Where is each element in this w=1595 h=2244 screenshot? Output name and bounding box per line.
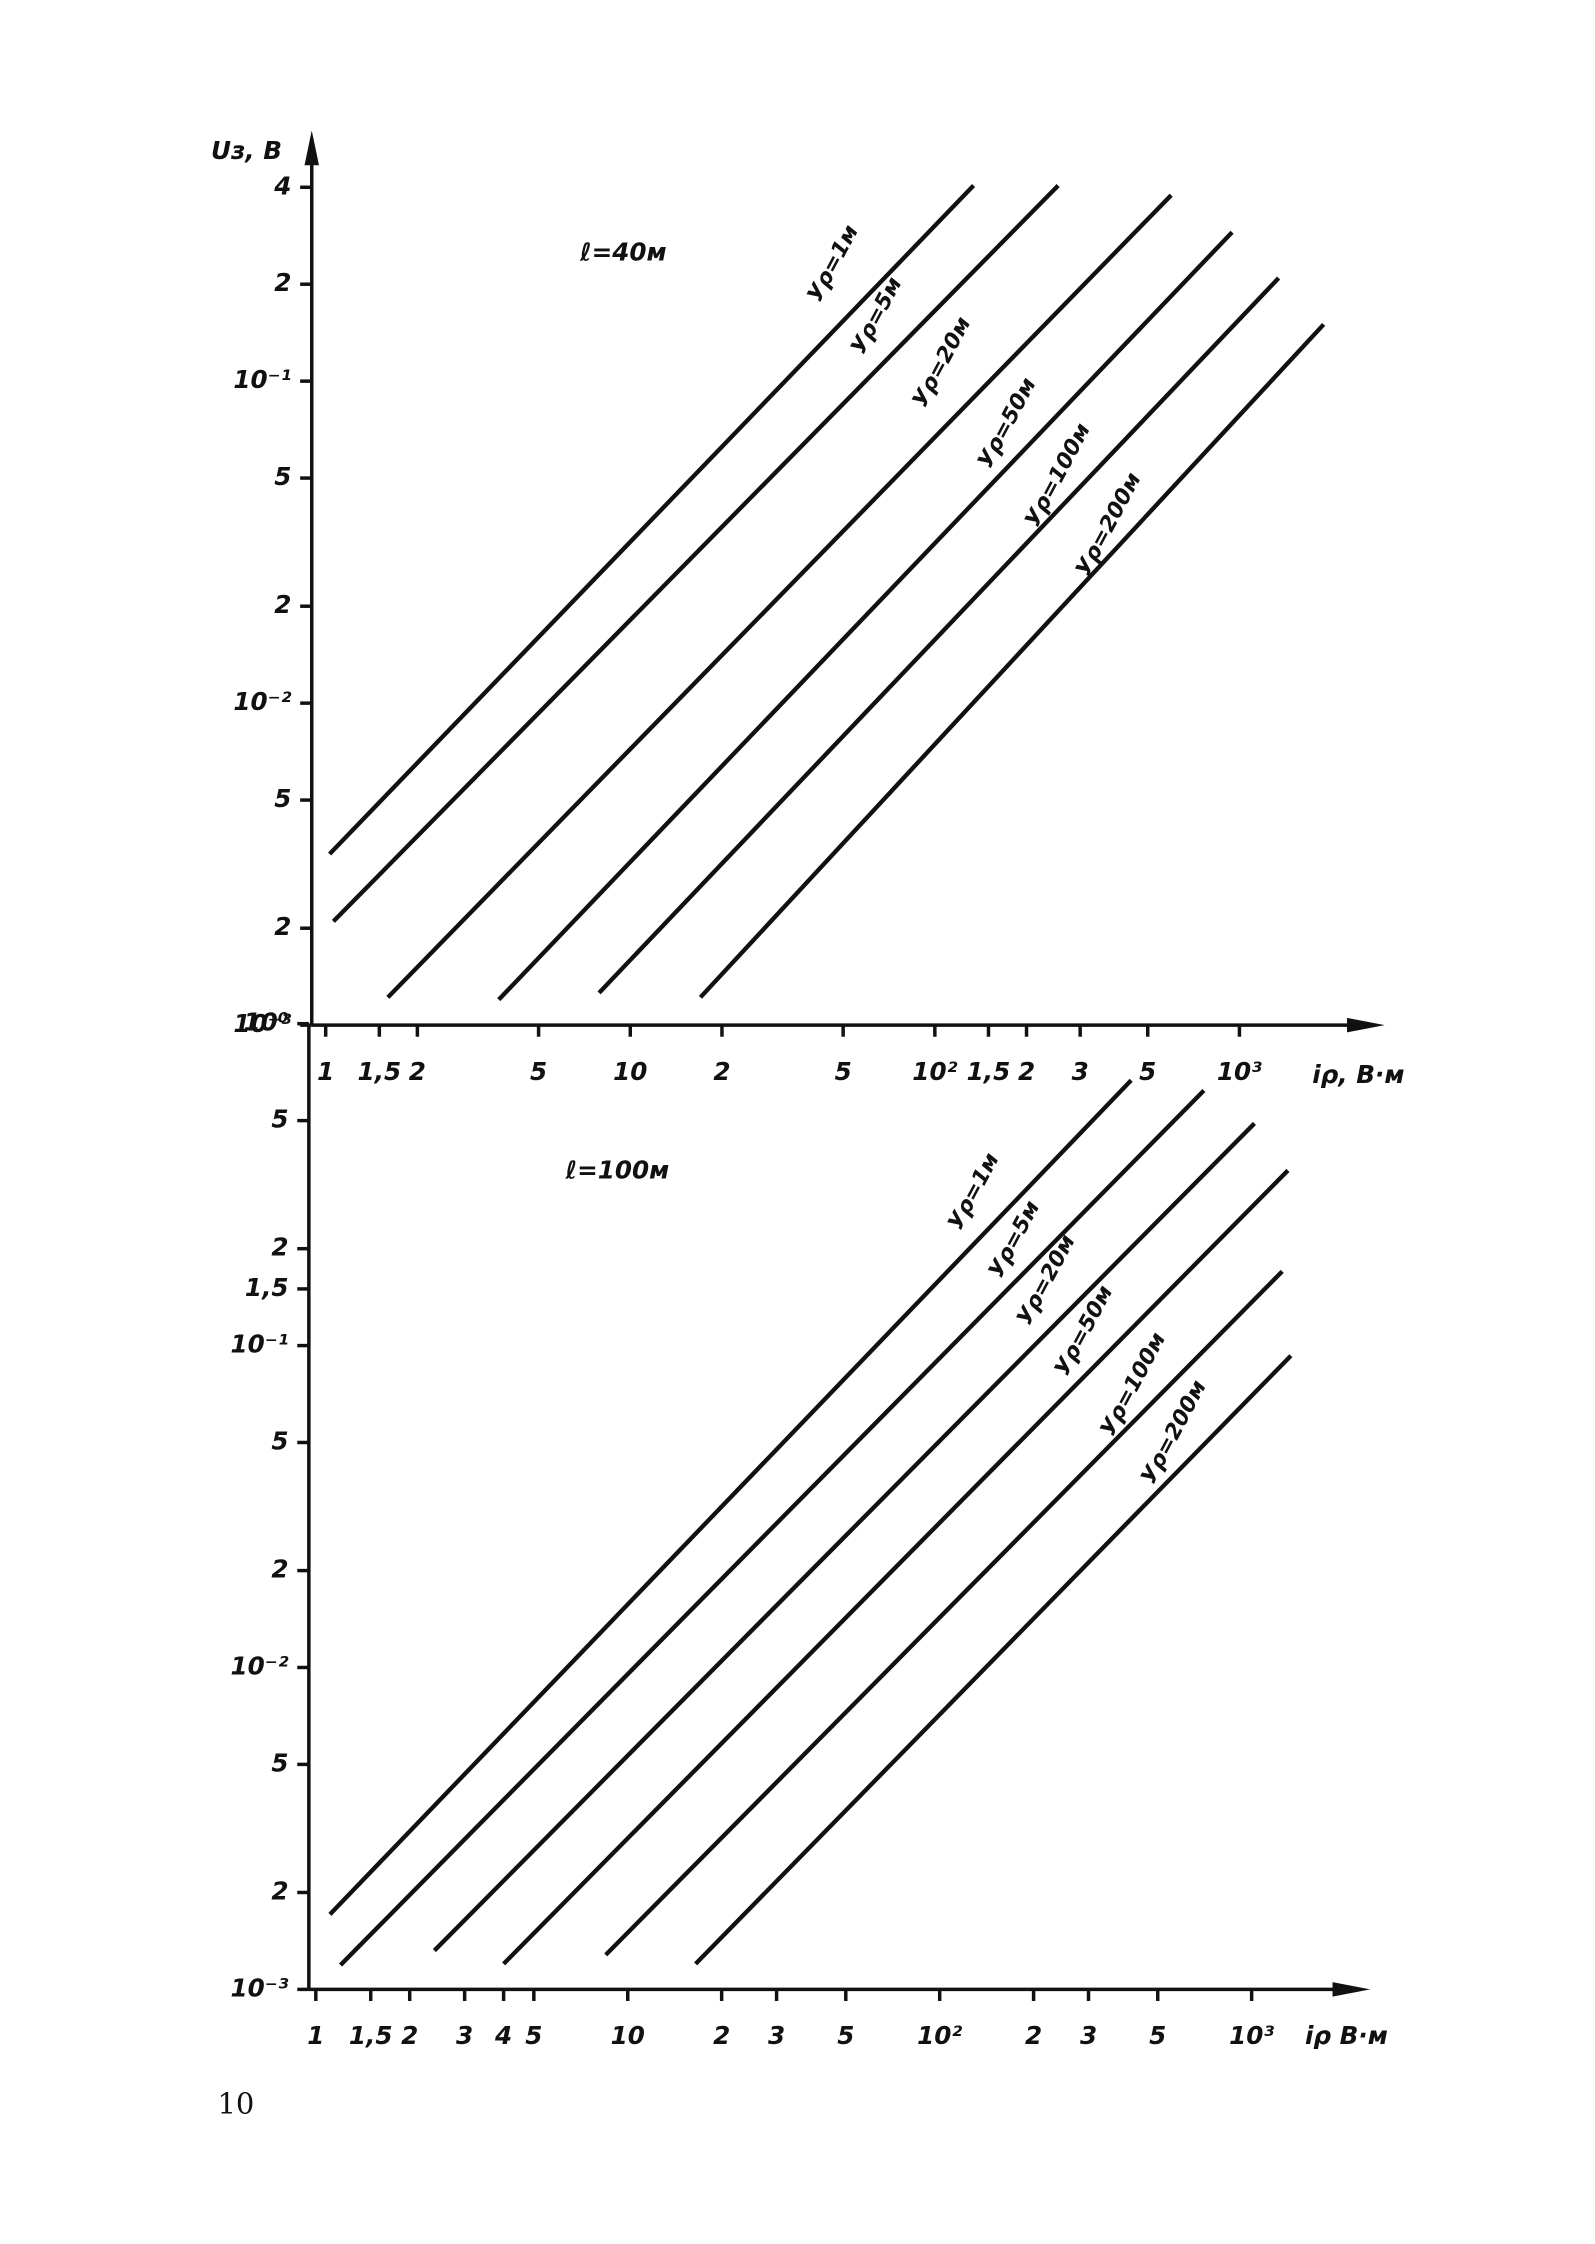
x-tick-label: 10³ xyxy=(1229,2021,1274,2050)
x-axis-label: iρ B·м xyxy=(1305,2021,1388,2050)
x-tick-label: 5 xyxy=(1139,1057,1156,1086)
x-axis-label: iρ, B·м xyxy=(1312,1060,1404,1089)
series-line xyxy=(604,1269,1284,1957)
y-tick-label: 5 xyxy=(271,1105,288,1134)
y-tick-label: 10⁻² xyxy=(233,687,291,716)
series-label: Уρ=100м xyxy=(1020,419,1096,531)
x-tick-label: 4 xyxy=(494,2021,512,2050)
series-line xyxy=(328,1078,1133,1916)
x-tick-label: 10² xyxy=(917,2021,962,2050)
annotation: ℓ=40м xyxy=(579,238,667,267)
y-tick-label: 5 xyxy=(271,1748,288,1777)
x-tick-label: 2 xyxy=(1025,2021,1042,2050)
x-tick-label: 3 xyxy=(456,2021,473,2050)
x-tick-label: 1,5 xyxy=(349,2021,393,2050)
y-tick-label: 2 xyxy=(274,590,291,619)
series-label: Уρ=5м xyxy=(984,1197,1045,1283)
series-line xyxy=(694,1354,1293,1966)
series-line xyxy=(497,230,1234,1002)
x-axis-arrow xyxy=(1347,1017,1385,1033)
series-label: Уρ=200м xyxy=(1136,1376,1212,1488)
x-tick-label: 1,5 xyxy=(358,1057,402,1086)
x-tick-label: 10 xyxy=(611,2021,645,2050)
x-tick-label: 10 xyxy=(613,1057,647,1086)
y-tick-label: 10⁰ xyxy=(243,1008,288,1037)
x-tick-label: 2 xyxy=(1018,1057,1035,1086)
x-tick-label: 1,5 xyxy=(967,1057,1011,1086)
x-tick-label: 2 xyxy=(713,1057,730,1086)
x-tick-label: 2 xyxy=(409,1057,426,1086)
y-tick-label: 5 xyxy=(274,462,291,491)
x-tick-label: 5 xyxy=(835,1057,852,1086)
x-tick-label: 5 xyxy=(1149,2021,1166,2050)
y-tick-label: 10⁻¹ xyxy=(233,365,291,394)
x-tick-label: 5 xyxy=(525,2021,542,2050)
x-tick-label: 5 xyxy=(837,2021,854,2050)
y-tick-label: 2 xyxy=(274,912,291,941)
series-line xyxy=(338,1088,1206,1967)
y-tick-label: 1,5 xyxy=(245,1273,289,1302)
y-tick-label: 2 xyxy=(271,1876,288,1905)
x-tick-label: 1 xyxy=(307,2021,324,2050)
series-line xyxy=(432,1121,1256,1953)
series-line xyxy=(331,184,1060,923)
series-line xyxy=(386,193,1173,999)
y-tick-label: 4 xyxy=(273,171,291,200)
series-label: Уρ=1м xyxy=(803,221,864,307)
annotation: ℓ=100м xyxy=(565,1156,670,1185)
series-line xyxy=(597,276,1281,995)
y-tick-label: 5 xyxy=(274,784,291,813)
x-tick-label: 3 xyxy=(1072,1057,1089,1086)
y-axis-arrow xyxy=(304,130,320,166)
x-tick-label: 5 xyxy=(530,1057,547,1086)
x-tick-label: 10² xyxy=(912,1057,957,1086)
y-tick-label: 2 xyxy=(271,1555,288,1584)
x-axis-arrow xyxy=(1332,1982,1371,1997)
x-tick-label: 1 xyxy=(317,1057,334,1086)
x-tick-label: 10³ xyxy=(1217,1057,1262,1086)
x-tick-label: 3 xyxy=(1080,2021,1097,2050)
y-tick-label: 10⁻¹ xyxy=(230,1330,288,1359)
series-line xyxy=(328,184,976,856)
y-tick-label: 2 xyxy=(274,268,291,297)
page-number: 10 xyxy=(218,2086,255,2120)
y-tick-label: 10⁻² xyxy=(230,1651,288,1680)
y-tick-label: 10⁻³ xyxy=(233,1009,291,1038)
x-tick-label: 2 xyxy=(713,2021,730,2050)
series-line xyxy=(502,1168,1290,1966)
y-axis-label: Uз, B xyxy=(211,136,282,165)
x-tick-label: 2 xyxy=(401,2021,418,2050)
y-tick-label: 10⁻³ xyxy=(230,1973,288,2002)
y-tick-label: 2 xyxy=(271,1233,288,1262)
series-line xyxy=(698,322,1326,999)
x-tick-label: 3 xyxy=(768,2021,785,2050)
y-tick-label: 5 xyxy=(271,1426,288,1455)
